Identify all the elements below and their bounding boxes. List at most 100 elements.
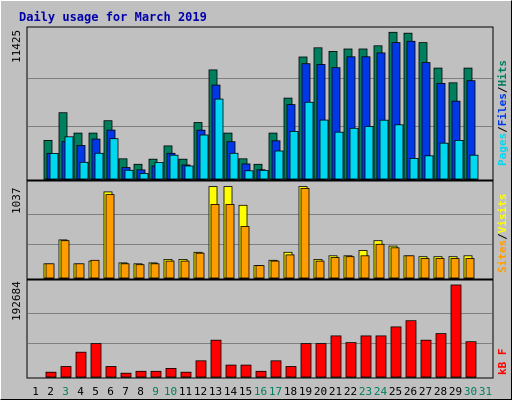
day-label-5: 5 (92, 385, 99, 398)
bar-visits-day-24 (375, 243, 385, 279)
bar-visits-day-18 (285, 254, 295, 279)
legend-hits-files-pages: Pages/Files/Hits (496, 60, 509, 166)
bar-visits-day-9 (150, 263, 160, 279)
bar-kbytes-day-18 (285, 366, 297, 378)
day-label-28: 28 (434, 385, 447, 398)
day-label-30: 30 (464, 385, 477, 398)
day-label-19: 19 (299, 385, 312, 398)
bar-visits-day-19 (300, 187, 310, 279)
bar-kbytes-day-13 (210, 339, 222, 378)
bar-kbytes-day-14 (225, 364, 237, 378)
bar-pages-day-22 (349, 127, 359, 180)
bar-kbytes-day-24 (375, 335, 387, 378)
bar-kbytes-day-22 (345, 342, 357, 378)
legend-files: Files (496, 93, 509, 126)
bar-pages-day-14 (229, 152, 239, 180)
bar-pages-day-20 (319, 119, 329, 180)
bar-visits-day-22 (345, 256, 355, 279)
bar-visits-day-15 (240, 226, 250, 279)
bar-pages-day-21 (334, 131, 344, 180)
bar-pages-day-19 (304, 101, 314, 180)
day-label-27: 27 (419, 385, 432, 398)
bar-visits-day-11 (180, 260, 190, 279)
bar-visits-day-16 (255, 265, 265, 279)
day-label-31: 31 (479, 385, 492, 398)
bar-pages-day-9 (154, 162, 164, 180)
day-label-23: 23 (359, 385, 372, 398)
bar-kbytes-day-2 (45, 371, 57, 378)
bar-pages-day-3 (64, 136, 74, 180)
bar-pages-day-18 (289, 130, 299, 180)
kbytes-max-label: 192684 (10, 281, 23, 321)
bar-kbytes-day-21 (330, 335, 342, 378)
bar-kbytes-day-15 (240, 364, 252, 378)
day-label-15: 15 (239, 385, 252, 398)
day-label-29: 29 (449, 385, 462, 398)
chart-title: Daily usage for March 2019 (19, 10, 207, 24)
day-label-21: 21 (329, 385, 342, 398)
bar-pages-day-30 (469, 154, 479, 180)
bar-visits-day-8 (135, 264, 145, 279)
legend-kbytes: kB F (496, 349, 509, 376)
legend-hits: Hits (496, 60, 509, 87)
bar-pages-day-25 (394, 124, 404, 180)
hits-max-label: 11425 (10, 30, 23, 63)
bar-pages-day-26 (409, 157, 419, 180)
bar-pages-day-10 (169, 154, 179, 180)
bar-kbytes-day-5 (90, 343, 102, 378)
bar-pages-day-11 (184, 165, 194, 180)
bar-visits-day-10 (165, 260, 175, 279)
bar-visits-day-12 (195, 252, 205, 279)
bar-kbytes-day-30 (465, 341, 477, 378)
bars-layer (43, 31, 479, 378)
day-label-3: 3 (62, 385, 69, 398)
day-label-16: 16 (254, 385, 267, 398)
bar-pages-day-7 (124, 169, 134, 180)
bar-kbytes-day-7 (120, 372, 132, 378)
bar-visits-day-17 (270, 260, 280, 279)
legend-sites-visits: Sites/Visits (496, 194, 509, 274)
bar-visits-day-2 (45, 263, 55, 279)
day-label-8: 8 (137, 385, 144, 398)
bar-visits-day-4 (75, 263, 85, 279)
bar-pages-day-4 (79, 161, 89, 180)
bar-kbytes-day-12 (195, 360, 207, 378)
bar-visits-day-5 (90, 259, 100, 279)
day-label-25: 25 (389, 385, 402, 398)
bar-visits-day-21 (330, 257, 340, 279)
bar-pages-day-17 (274, 150, 284, 180)
bar-pages-day-2 (49, 152, 59, 180)
bar-pages-day-12 (199, 134, 209, 180)
bar-visits-day-20 (315, 260, 325, 279)
bar-visits-day-25 (390, 247, 400, 279)
day-label-14: 14 (224, 385, 238, 398)
bar-kbytes-day-8 (135, 370, 147, 378)
day-label-22: 22 (344, 385, 357, 398)
day-label-13: 13 (209, 385, 222, 398)
legend-slash-3: / (496, 233, 509, 240)
day-label-12: 12 (194, 385, 207, 398)
legend-visits: Visits (496, 194, 509, 234)
day-label-1: 1 (32, 385, 39, 398)
bar-kbytes-day-3 (60, 366, 72, 378)
bar-kbytes-day-27 (420, 339, 432, 378)
day-label-18: 18 (284, 385, 297, 398)
bar-visits-day-14 (225, 203, 235, 279)
bar-kbytes-day-17 (270, 360, 282, 378)
bar-pages-day-6 (109, 138, 119, 180)
day-label-24: 24 (374, 385, 388, 398)
bar-pages-day-5 (94, 152, 104, 180)
day-label-6: 6 (107, 385, 114, 398)
bar-kbytes-day-16 (255, 370, 267, 378)
bar-kbytes-day-10 (165, 367, 177, 378)
bar-visits-day-6 (105, 194, 115, 279)
bar-kbytes-day-23 (360, 335, 372, 378)
bar-visits-day-13 (210, 203, 220, 279)
bar-visits-day-30 (465, 258, 475, 279)
day-label-10: 10 (164, 385, 177, 398)
bar-pages-day-29 (454, 139, 464, 180)
day-label-9: 9 (152, 385, 159, 398)
bar-pages-day-24 (379, 119, 389, 180)
